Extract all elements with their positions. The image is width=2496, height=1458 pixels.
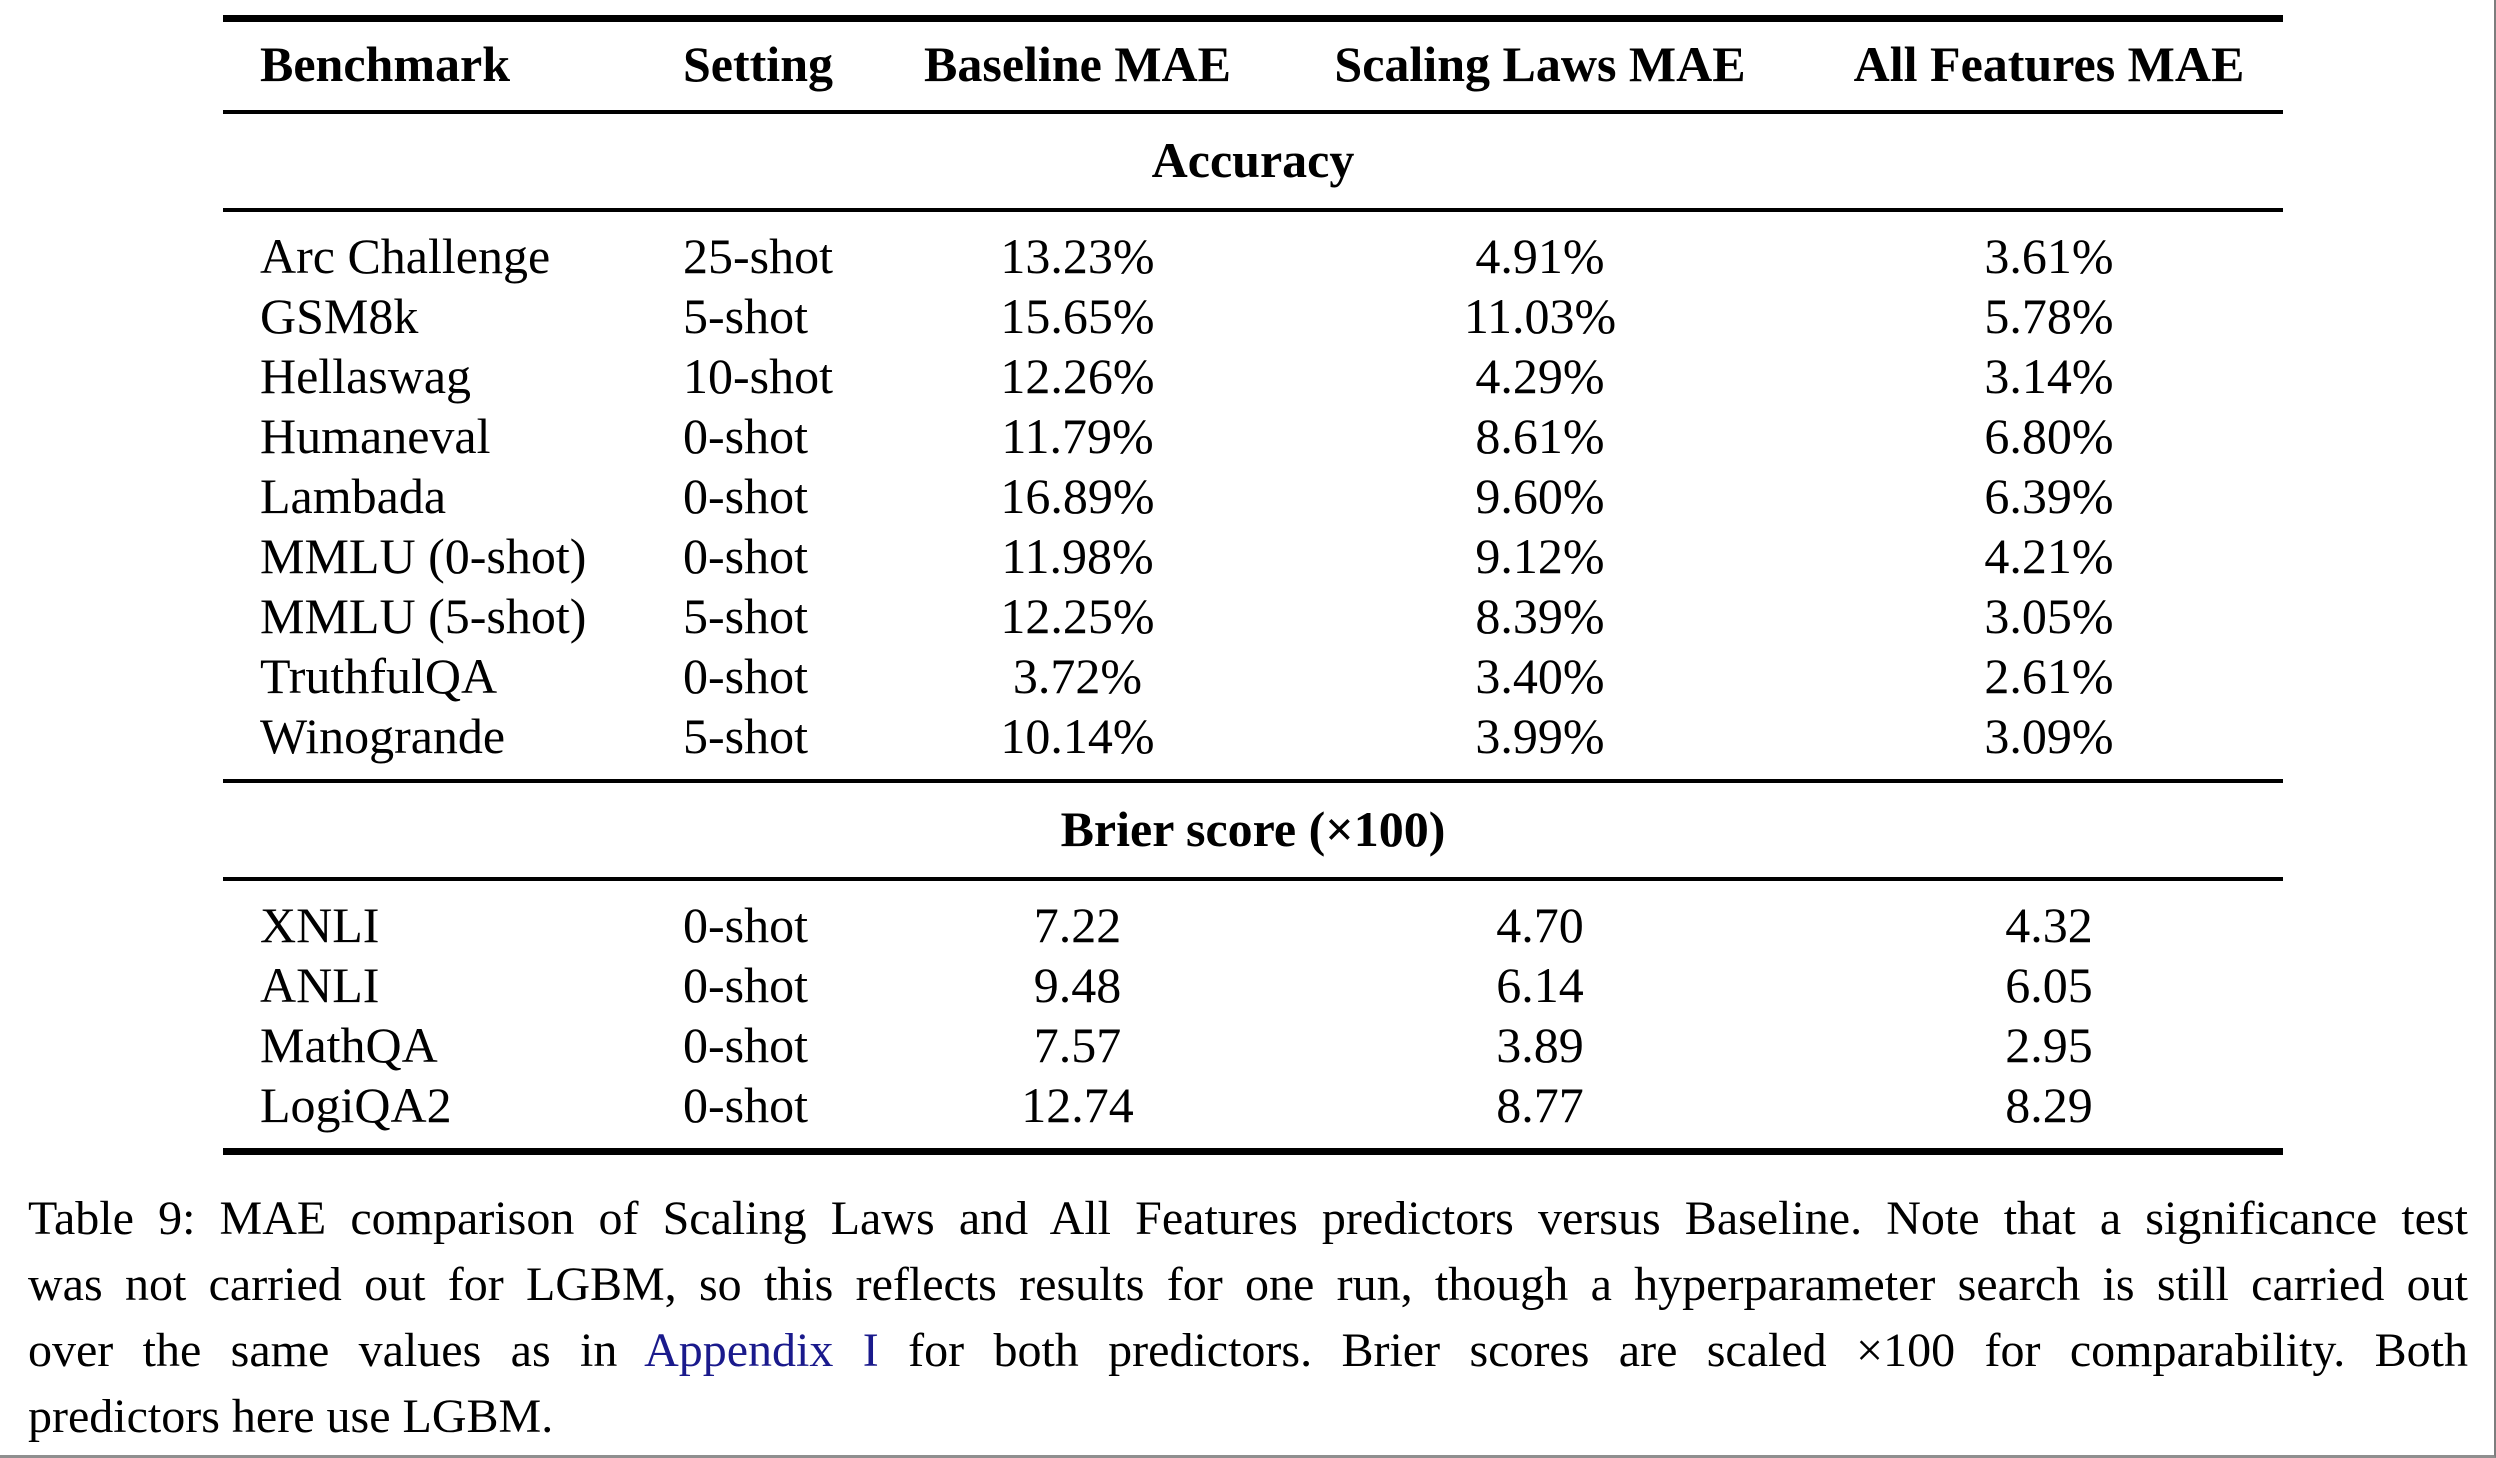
table-row: Lambada 0-shot 16.89% 9.60% 6.39% xyxy=(223,466,2283,526)
cell-baseline-mae: 10.14% xyxy=(1000,708,1155,764)
cell-scaling-laws-mae: 3.89 xyxy=(1496,1017,1584,1073)
caption-text: over the same values as in xyxy=(28,1324,645,1377)
cell-setting: 0-shot xyxy=(683,1017,808,1073)
table-row: XNLI 0-shot 7.22 4.70 4.32 xyxy=(223,879,2283,955)
cell-scaling-laws-mae: 6.14 xyxy=(1496,957,1584,1013)
table-row: MathQA 0-shot 7.57 3.89 2.95 xyxy=(223,1015,2283,1075)
cell-benchmark: MMLU (0-shot) xyxy=(260,528,587,584)
cell-scaling-laws-mae: 9.60% xyxy=(1475,468,1605,524)
cell-all-features-mae: 6.39% xyxy=(1984,468,2114,524)
cell-scaling-laws-mae: 8.39% xyxy=(1475,588,1605,644)
cell-scaling-laws-mae: 9.12% xyxy=(1475,528,1605,584)
cell-scaling-laws-mae: 8.61% xyxy=(1475,408,1605,464)
cell-benchmark: Hellaswag xyxy=(260,348,472,404)
cell-baseline-mae: 16.89% xyxy=(1000,468,1155,524)
cell-setting: 0-shot xyxy=(683,468,808,524)
cell-scaling-laws-mae: 4.29% xyxy=(1475,348,1605,404)
table-row: Hellaswag 10-shot 12.26% 4.29% 3.14% xyxy=(223,346,2283,406)
cell-all-features-mae: 3.05% xyxy=(1984,588,2114,644)
caption-text: for both predictors. Brier scores are sc… xyxy=(878,1324,2469,1377)
section-title: Brier score (×100) xyxy=(223,779,2283,881)
cell-benchmark: XNLI xyxy=(260,897,380,953)
cell-benchmark: Arc Challenge xyxy=(260,228,551,284)
cell-benchmark: TruthfulQA xyxy=(260,648,498,704)
cell-all-features-mae: 3.61% xyxy=(1984,228,2114,284)
cell-setting: 5-shot xyxy=(683,588,808,644)
section-header-accuracy: Accuracy xyxy=(223,110,2283,212)
cell-baseline-mae: 12.26% xyxy=(1000,348,1155,404)
cell-benchmark: Lambada xyxy=(260,468,447,524)
section-title: Accuracy xyxy=(223,110,2283,212)
cell-baseline-mae: 15.65% xyxy=(1000,288,1155,344)
cell-all-features-mae: 6.80% xyxy=(1984,408,2114,464)
cell-scaling-laws-mae: 3.40% xyxy=(1475,648,1605,704)
cell-setting: 0-shot xyxy=(683,408,808,464)
cell-baseline-mae: 7.22 xyxy=(1033,897,1122,953)
caption-line-4: predictors here use LGBM. xyxy=(28,1390,554,1443)
header-row: Benchmark Setting Baseline MAE Scaling L… xyxy=(223,18,2283,114)
cell-baseline-mae: 12.25% xyxy=(1000,588,1155,644)
cell-benchmark: ANLI xyxy=(260,957,380,1013)
caption-line-2: was not carried out for LGBM, so this re… xyxy=(28,1258,2468,1311)
caption-line-3: over the same values as in Appendix I fo… xyxy=(28,1318,2468,1384)
cell-all-features-mae: 8.29 xyxy=(2005,1077,2093,1133)
cell-baseline-mae: 11.79% xyxy=(1001,408,1154,464)
cell-all-features-mae: 4.21% xyxy=(1984,528,2114,584)
table-row: GSM8k 5-shot 15.65% 11.03% 5.78% xyxy=(223,286,2283,346)
cell-all-features-mae: 2.61% xyxy=(1984,648,2114,704)
table-row: TruthfulQA 0-shot 3.72% 3.40% 2.61% xyxy=(223,646,2283,706)
cell-setting: 5-shot xyxy=(683,708,808,764)
cell-scaling-laws-mae: 11.03% xyxy=(1463,288,1617,344)
cell-benchmark: LogiQA2 xyxy=(260,1077,452,1133)
table-row: MMLU (5-shot) 5-shot 12.25% 8.39% 3.05% xyxy=(223,586,2283,646)
table-caption: Table 9: MAE comparison of Scaling Laws … xyxy=(28,1186,2468,1450)
appendix-link[interactable]: Appendix I xyxy=(644,1324,879,1377)
cell-baseline-mae: 3.72% xyxy=(1012,648,1143,704)
cell-setting: 10-shot xyxy=(683,348,833,404)
cell-setting: 0-shot xyxy=(683,648,808,704)
cell-all-features-mae: 4.32 xyxy=(2005,897,2093,953)
cell-all-features-mae: 6.05 xyxy=(2005,957,2093,1013)
results-table-wrap: Benchmark Setting Baseline MAE Scaling L… xyxy=(223,15,2283,1155)
table-row: Humaneval 0-shot 11.79% 8.61% 6.80% xyxy=(223,406,2283,466)
cell-all-features-mae: 2.95 xyxy=(2005,1017,2093,1073)
cell-baseline-mae: 9.48 xyxy=(1033,957,1122,1013)
table-row: MMLU (0-shot) 0-shot 11.98% 9.12% 4.21% xyxy=(223,526,2283,586)
caption-line-1: Table 9: MAE comparison of Scaling Laws … xyxy=(28,1192,2468,1245)
col-header-scaling-laws-mae: Scaling Laws MAE xyxy=(1265,18,1815,114)
cell-setting: 25-shot xyxy=(683,228,833,284)
col-header-setting: Setting xyxy=(683,18,890,114)
cell-all-features-mae: 3.14% xyxy=(1984,348,2114,404)
col-header-benchmark: Benchmark xyxy=(223,18,683,114)
cell-benchmark: MMLU (5-shot) xyxy=(260,588,587,644)
section-header-brier-score: Brier score (×100) xyxy=(223,779,2283,881)
table-row: LogiQA2 0-shot 12.74 8.77 8.29 xyxy=(223,1075,2283,1152)
cell-baseline-mae: 11.98% xyxy=(1001,528,1154,584)
cell-baseline-mae: 7.57 xyxy=(1033,1017,1122,1073)
cell-all-features-mae: 5.78% xyxy=(1984,288,2114,344)
cell-benchmark: Winogrande xyxy=(260,708,506,764)
cell-setting: 0-shot xyxy=(683,957,808,1013)
table-row: Winogrande 5-shot 10.14% 3.99% 3.09% xyxy=(223,706,2283,781)
cell-baseline-mae: 12.74 xyxy=(1021,1077,1134,1133)
cell-scaling-laws-mae: 4.91% xyxy=(1475,228,1605,284)
cell-setting: 0-shot xyxy=(683,528,808,584)
cell-benchmark: GSM8k xyxy=(260,288,419,344)
cell-baseline-mae: 13.23% xyxy=(1000,228,1155,284)
cell-scaling-laws-mae: 3.99% xyxy=(1475,708,1605,764)
table-row: Arc Challenge 25-shot 13.23% 4.91% 3.61% xyxy=(223,210,2283,286)
cell-benchmark: Humaneval xyxy=(260,408,491,464)
cell-benchmark: MathQA xyxy=(260,1017,438,1073)
cell-setting: 0-shot xyxy=(683,1077,808,1133)
cell-scaling-laws-mae: 8.77 xyxy=(1496,1077,1584,1133)
cell-all-features-mae: 3.09% xyxy=(1984,708,2114,764)
cell-setting: 0-shot xyxy=(683,897,808,953)
cell-setting: 5-shot xyxy=(683,288,808,344)
results-table: Benchmark Setting Baseline MAE Scaling L… xyxy=(223,15,2283,1155)
col-header-baseline-mae: Baseline MAE xyxy=(890,18,1265,114)
cell-scaling-laws-mae: 4.70 xyxy=(1496,897,1584,953)
table-row: ANLI 0-shot 9.48 6.14 6.05 xyxy=(223,955,2283,1015)
col-header-all-features-mae: All Features MAE xyxy=(1815,18,2283,114)
